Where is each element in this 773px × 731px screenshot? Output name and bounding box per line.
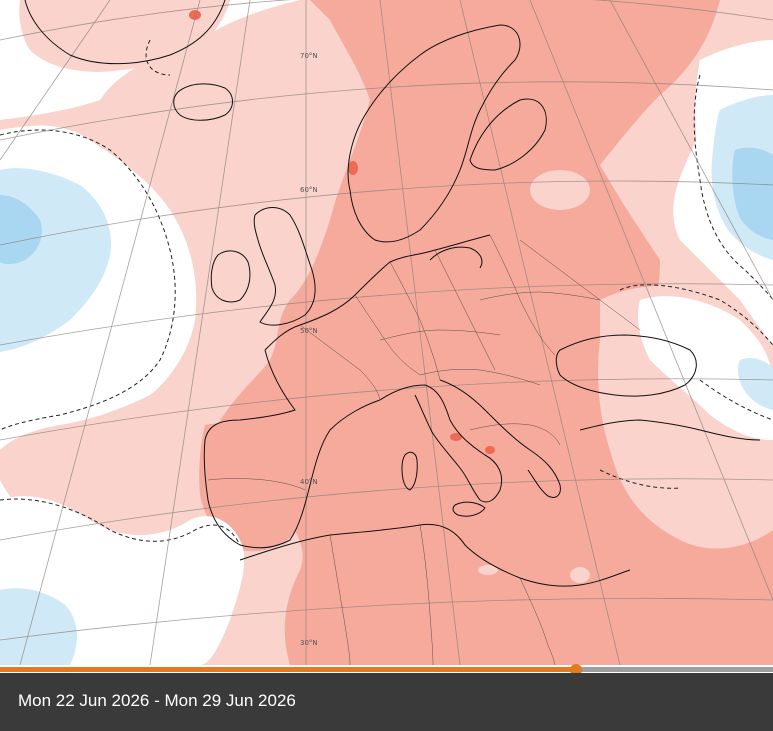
anomaly-spot-norway (348, 161, 358, 175)
timeline-slider[interactable] (0, 664, 773, 676)
borders (207, 234, 641, 665)
map-canvas: 70°N 60°N 50°N 40°N 30°N (0, 0, 773, 665)
neutral-region-east (638, 296, 773, 440)
anomaly-contours (0, 39, 773, 546)
lat-label-60: 60°N (300, 186, 318, 194)
coast-north-africa (239, 523, 631, 587)
pale-spot-3 (530, 170, 590, 210)
coast-italy (379, 384, 503, 503)
cold-anomaly-northeast-core (732, 147, 773, 240)
coast-sicily (452, 501, 486, 517)
anomaly-spot-italy-1 (450, 433, 462, 441)
coast-baltic (429, 246, 483, 269)
cold-anomaly-caspian (737, 357, 773, 410)
anomaly-spot-italy-2 (485, 446, 495, 454)
coast-finland (469, 98, 547, 171)
lat-label-50: 50°N (300, 327, 318, 335)
coast-scandinavia (347, 24, 521, 243)
coast-turkey (579, 419, 761, 441)
coast-black-sea (555, 334, 697, 397)
lat-label-30: 30°N (300, 639, 318, 647)
coast-iberia (203, 349, 381, 549)
date-range-label: Mon 22 Jun 2026 - Mon 29 Jun 2026 (18, 691, 296, 710)
coast-greenland (24, 0, 226, 65)
anomaly-spot-greenland (189, 10, 201, 20)
coast-sardinia (401, 451, 418, 491)
coast-britain (253, 207, 316, 326)
lat-label-40: 40°N (300, 478, 318, 486)
anomaly-region-iberia (199, 423, 310, 552)
graticule (0, 0, 773, 665)
cold-anomaly-atlantic-core (0, 195, 42, 265)
coast-balkans (439, 379, 561, 498)
timeline-progress (0, 667, 576, 672)
anomaly-region-greenland (19, 0, 230, 72)
coast-europe-west (264, 234, 491, 351)
forecast-map[interactable]: 70°N 60°N 50°N 40°N 30°N (0, 0, 773, 665)
cold-anomaly-southwest (0, 588, 77, 665)
coast-iceland (173, 83, 233, 121)
coastlines (24, 0, 761, 587)
pale-spot-2 (478, 565, 498, 575)
timeline-track[interactable] (0, 664, 773, 676)
coast-ireland (210, 250, 251, 303)
date-bar: Mon 22 Jun 2026 - Mon 29 Jun 2026 (0, 673, 773, 731)
pale-spot-1 (570, 567, 590, 583)
lat-label-70: 70°N (300, 52, 318, 60)
